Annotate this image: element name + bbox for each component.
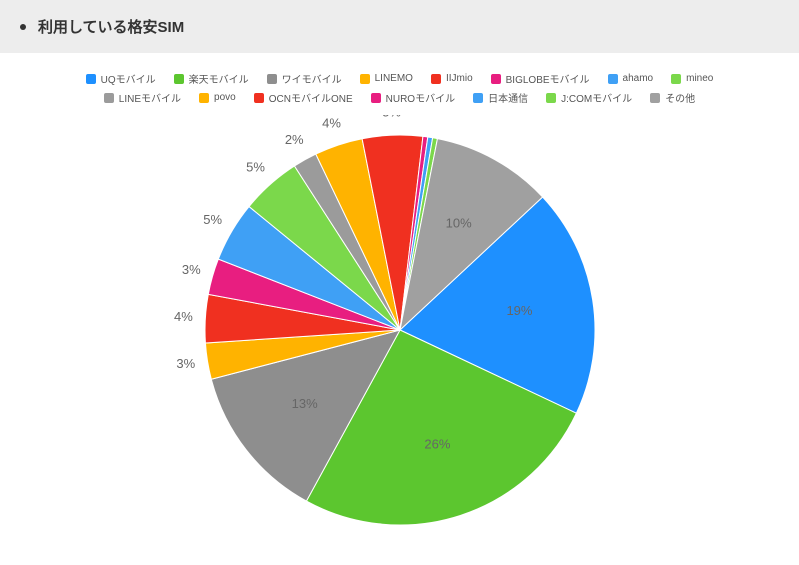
legend-swatch	[491, 74, 501, 84]
legend-swatch	[254, 93, 264, 103]
legend-item: LINEMO	[360, 71, 413, 86]
slice-label: 5%	[246, 160, 265, 175]
legend-item: OCNモバイルONE	[254, 90, 353, 105]
slice-label: 3%	[176, 356, 195, 371]
legend-swatch	[650, 93, 660, 103]
legend-item: その他	[650, 90, 695, 105]
slice-label: 4%	[173, 309, 192, 324]
legend-swatch	[608, 74, 618, 84]
slice-label: 5%	[203, 212, 222, 227]
slice-label: 10%	[445, 216, 471, 231]
legend-item: BIGLOBEモバイル	[491, 71, 590, 86]
slice-label: 2%	[284, 132, 303, 147]
pie-container: 19% 26% 13% 3% 4% 3% 5% 5% 2% 4% 5% 10%	[0, 115, 799, 545]
legend-swatch	[86, 74, 96, 84]
legend-label: UQモバイル	[101, 71, 156, 86]
chart-header: 利用している格安SIM	[0, 0, 799, 53]
legend-item: ahamo	[608, 71, 654, 86]
slice-label: 26%	[424, 436, 450, 451]
legend-item: NUROモバイル	[371, 90, 455, 105]
legend-item: mineo	[671, 71, 713, 86]
legend-item: IIJmio	[431, 71, 473, 86]
slice-label: 3%	[181, 262, 200, 277]
legend-label: OCNモバイルONE	[269, 90, 353, 105]
legend-swatch	[431, 74, 441, 84]
legend-item: povo	[199, 90, 236, 105]
legend-label: IIJmio	[446, 73, 473, 84]
slice-label: 5%	[382, 115, 401, 120]
bullet-icon	[20, 24, 26, 30]
chart-area: UQモバイル 楽天モバイル ワイモバイル LINEMO IIJmio BIGLOBEモバイ…	[0, 53, 799, 545]
legend-swatch	[199, 93, 209, 103]
legend-item: J:COMモバイル	[546, 90, 632, 105]
legend-label: J:COMモバイル	[561, 90, 632, 105]
legend-label: LINEMO	[375, 73, 413, 84]
legend-item: UQモバイル	[86, 71, 156, 86]
legend-label: ワイモバイル	[282, 71, 342, 86]
legend-label: ahamo	[623, 73, 654, 84]
legend-item: 日本通信	[473, 90, 528, 105]
legend-swatch	[174, 74, 184, 84]
legend-label: 楽天モバイル	[189, 71, 249, 86]
legend-swatch	[371, 93, 381, 103]
legend-swatch	[473, 93, 483, 103]
legend-label: mineo	[686, 73, 713, 84]
chart-title: 利用している格安SIM	[38, 16, 184, 37]
legend-label: その他	[665, 90, 695, 105]
legend-label: BIGLOBEモバイル	[506, 71, 590, 86]
legend-swatch	[360, 74, 370, 84]
slice-label: 19%	[506, 303, 532, 318]
legend-item: LINEモバイル	[104, 90, 181, 105]
legend-swatch	[671, 74, 681, 84]
chart-legend: UQモバイル 楽天モバイル ワイモバイル LINEMO IIJmio BIGLOBEモバイ…	[0, 63, 799, 109]
slice-label: 4%	[322, 116, 341, 131]
legend-label: LINEモバイル	[119, 90, 181, 105]
legend-item: ワイモバイル	[267, 71, 342, 86]
legend-label: 日本通信	[488, 90, 528, 105]
legend-label: povo	[214, 92, 236, 103]
legend-item: 楽天モバイル	[174, 71, 249, 86]
legend-label: NUROモバイル	[386, 90, 455, 105]
slice-label: 13%	[291, 396, 317, 411]
pie-chart: 19% 26% 13% 3% 4% 3% 5% 5% 2% 4% 5% 10%	[120, 115, 680, 545]
legend-swatch	[546, 93, 556, 103]
legend-swatch	[267, 74, 277, 84]
legend-swatch	[104, 93, 114, 103]
